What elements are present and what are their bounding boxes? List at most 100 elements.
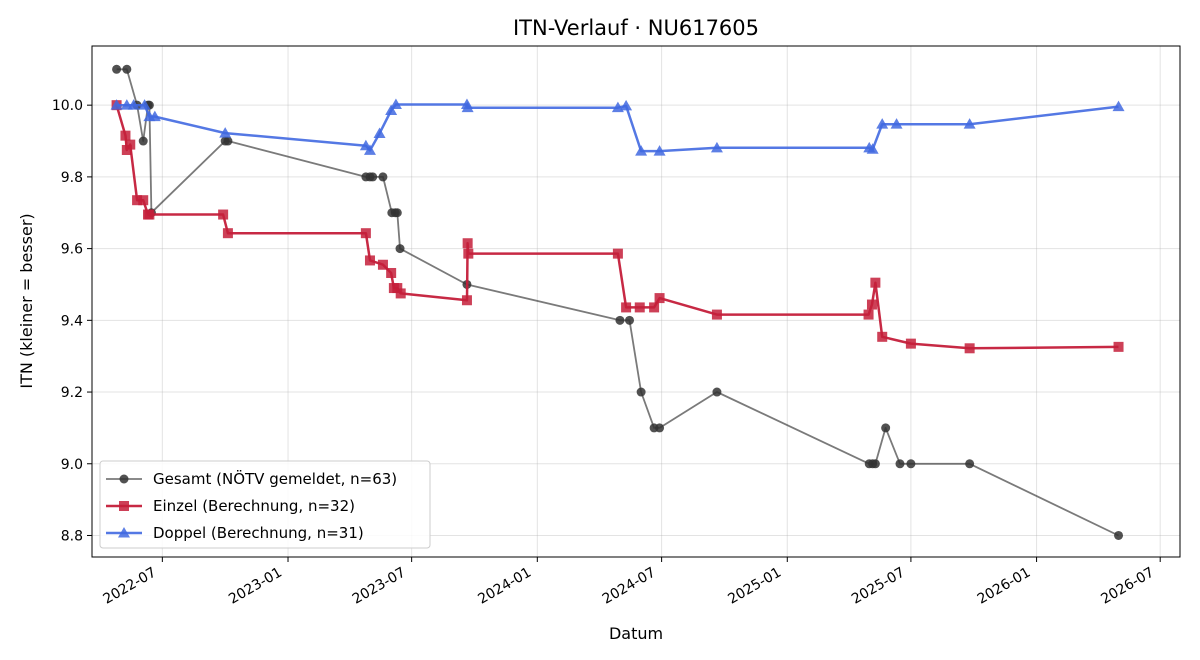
legend-marker-einzel [119, 501, 129, 511]
data-point-einzel [877, 331, 888, 342]
y-tick-label: 9.6 [61, 242, 83, 258]
legend: Gesamt (NÖTV gemeldet, n=63) Einzel (Bere… [99, 460, 431, 549]
data-point-einzel [612, 248, 623, 259]
series-line-einzel [115, 104, 1119, 350]
data-point-doppel [653, 145, 666, 156]
series-layer [110, 64, 1125, 540]
data-point-gesamt [906, 459, 916, 469]
y-tick-label: 8.8 [61, 528, 83, 544]
data-point-doppel [1112, 100, 1125, 112]
data-point-einzel [866, 299, 877, 310]
data-point-einzel [905, 338, 916, 349]
x-tick-label: 2026-01 [975, 565, 1034, 608]
y-tick-label: 9.8 [61, 170, 83, 186]
data-point-einzel [870, 277, 881, 288]
data-point-doppel [110, 99, 123, 110]
y-tick-label: 9.4 [61, 313, 83, 329]
legend-marker-gesamt [119, 474, 129, 484]
data-point-doppel [373, 127, 386, 138]
data-point-einzel [621, 302, 632, 313]
data-point-doppel [389, 98, 402, 109]
x-axis-label: Datum [609, 624, 663, 643]
data-point-gesamt [112, 64, 122, 74]
data-point-gesamt [655, 423, 665, 433]
data-point-einzel [863, 309, 874, 320]
y-tick-label: 9.0 [61, 457, 83, 473]
plot-frame [91, 45, 1181, 558]
data-point-einzel [964, 343, 975, 354]
data-point-gesamt [138, 136, 148, 146]
data-point-einzel [462, 238, 473, 249]
data-point-gesamt [895, 459, 905, 469]
data-point-einzel [364, 255, 375, 266]
data-point-einzel [1113, 341, 1124, 352]
data-point-doppel [866, 143, 879, 154]
data-point-gesamt [368, 172, 378, 182]
data-point-gesamt [881, 423, 891, 433]
data-point-doppel [127, 99, 140, 110]
data-point-doppel [890, 118, 903, 129]
data-point-einzel [121, 144, 132, 155]
data-point-einzel [463, 248, 474, 259]
chart-title: ITN-Verlauf · NU617605 [513, 16, 759, 40]
legend-entry-einzel: Einzel (Berechnung, n=32) [153, 497, 355, 515]
data-point-gesamt [636, 387, 646, 397]
x-tick-label: 2022-07 [100, 565, 159, 608]
data-point-doppel [876, 118, 889, 129]
series-gesamt [112, 64, 1124, 540]
data-point-gesamt [712, 387, 722, 397]
x-tick-label: 2026-07 [1098, 565, 1157, 608]
data-point-doppel [363, 144, 376, 155]
data-point-einzel [649, 302, 660, 313]
data-point-gesamt [378, 172, 388, 182]
legend-entry-gesamt: Gesamt (NÖTV gemeldet, n=63) [153, 469, 397, 488]
data-point-einzel [222, 228, 233, 239]
data-point-gesamt [965, 459, 975, 469]
data-point-einzel [132, 195, 143, 206]
data-point-doppel [461, 101, 474, 113]
data-point-doppel [148, 110, 161, 122]
x-tick-label: 2024-07 [600, 565, 659, 608]
x-tick-label: 2025-07 [849, 565, 908, 608]
y-axis: 8.8 9.0 9.2 9.4 9.6 9.8 10.0 [52, 98, 92, 544]
data-point-einzel [392, 283, 403, 294]
data-point-gesamt [615, 315, 625, 325]
data-point-einzel [654, 293, 665, 304]
data-point-doppel [635, 145, 648, 156]
data-point-einzel [461, 295, 472, 306]
data-point-einzel [120, 130, 131, 141]
data-point-gesamt [1114, 530, 1124, 540]
x-axis: 2022-07 2023-01 2023-07 2024-01 2024-07 2025-… [100, 557, 1161, 608]
x-tick-label: 2024-01 [475, 565, 534, 608]
data-point-doppel [385, 104, 398, 116]
y-axis-label: ITN (kleiner = besser) [17, 213, 36, 388]
series-einzel [111, 100, 1124, 354]
data-point-doppel [138, 99, 151, 110]
data-point-doppel [710, 141, 723, 153]
data-point-einzel [125, 139, 136, 150]
data-point-doppel [620, 99, 633, 111]
series-doppel [110, 98, 1125, 156]
data-point-einzel [138, 195, 149, 206]
data-point-gesamt [395, 244, 405, 254]
legend-entry-doppel: Doppel (Berechnung, n=31) [153, 524, 364, 542]
data-point-einzel [218, 209, 229, 220]
data-point-einzel [377, 259, 388, 270]
data-point-einzel [360, 228, 371, 239]
y-tick-label: 10.0 [52, 98, 83, 114]
data-point-gesamt [392, 208, 402, 218]
y-tick-label: 9.2 [61, 385, 83, 401]
data-point-einzel [386, 267, 397, 278]
x-tick-label: 2023-07 [350, 565, 409, 608]
data-point-einzel [144, 209, 155, 220]
data-point-einzel [395, 288, 406, 299]
data-point-gesamt [223, 136, 233, 146]
legend-box [99, 460, 431, 549]
legend-marker-doppel [118, 527, 130, 538]
x-tick-label: 2025-01 [725, 565, 784, 608]
x-tick-label: 2023-01 [226, 565, 285, 608]
data-point-doppel [963, 118, 976, 129]
data-point-einzel [634, 302, 645, 313]
data-point-doppel [219, 127, 232, 138]
